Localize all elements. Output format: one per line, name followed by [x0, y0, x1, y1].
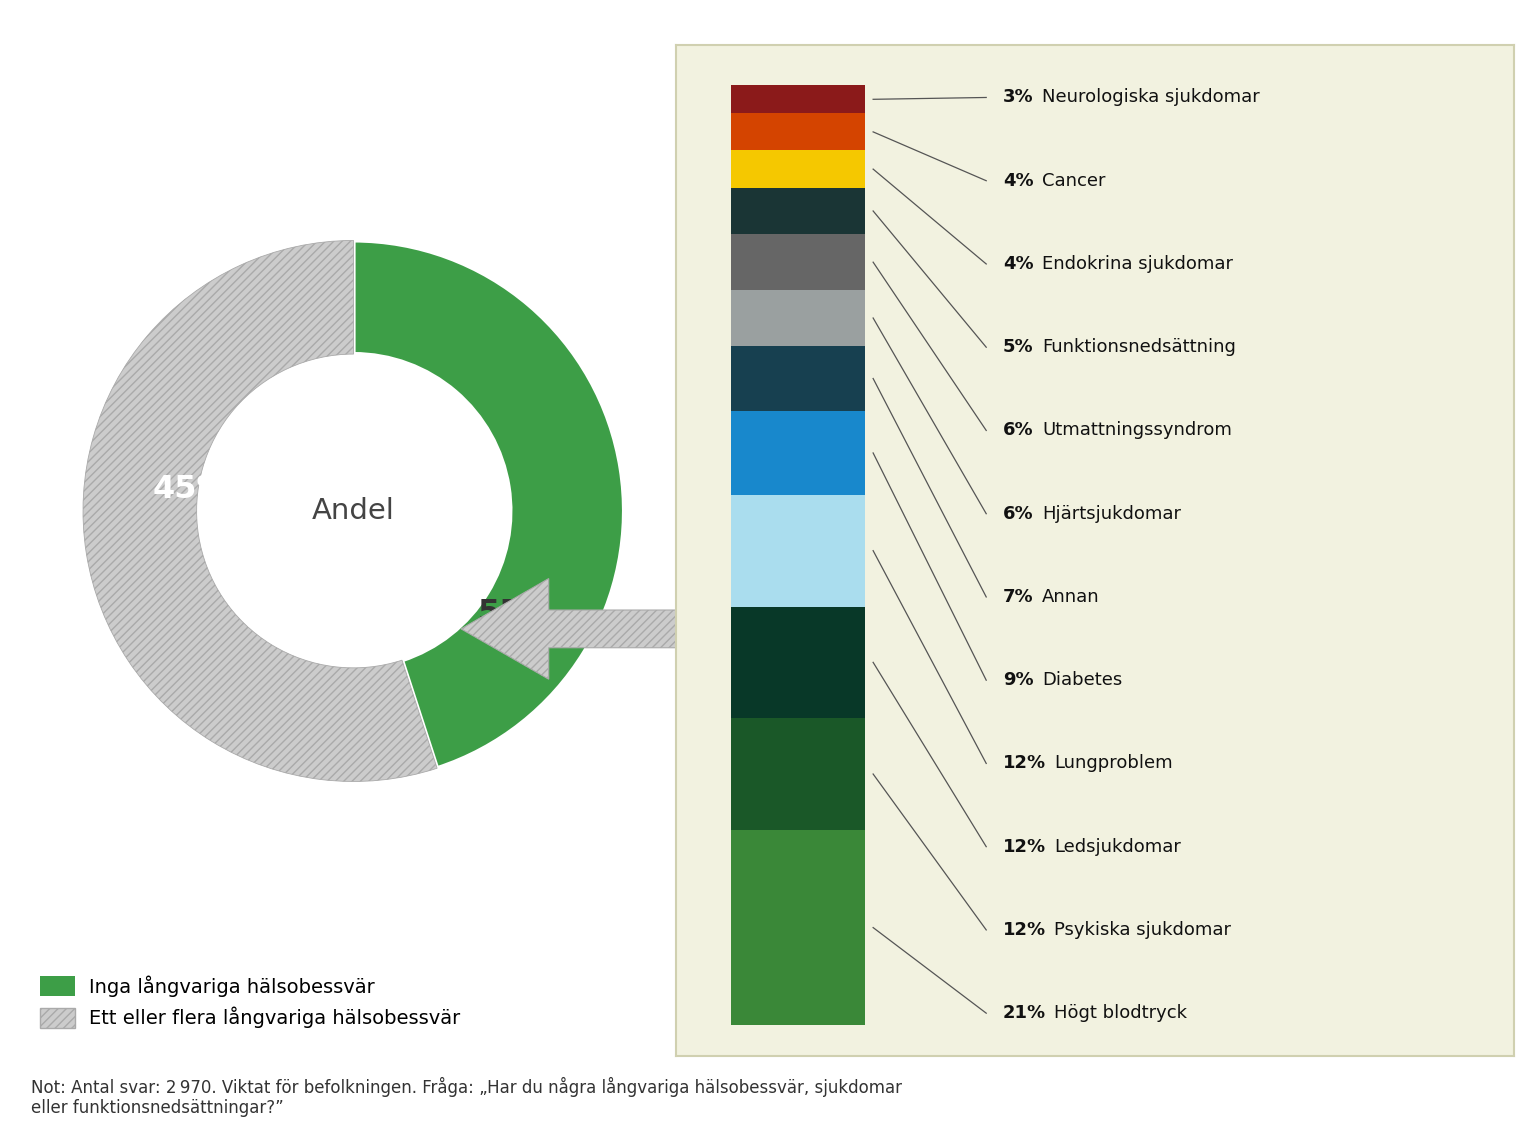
Bar [730, 188, 865, 235]
Wedge shape [354, 240, 624, 768]
Bar [730, 113, 865, 150]
Bar [730, 235, 865, 290]
Text: Utmattningssyndrom: Utmattningssyndrom [1042, 421, 1231, 439]
Bar [730, 719, 865, 830]
Legend: Inga långvariga hälsobessvär, Ett eller flera långvariga hälsobessvär: Inga långvariga hälsobessvär, Ett eller … [40, 976, 460, 1029]
Text: Endokrina sjukdomar: Endokrina sjukdomar [1042, 255, 1233, 273]
Bar [730, 150, 865, 188]
Text: Funktionsnedsättning: Funktionsnedsättning [1042, 338, 1236, 356]
Text: 45%: 45% [154, 474, 229, 505]
Bar [730, 495, 865, 606]
Text: 12%: 12% [1004, 921, 1047, 939]
Text: 55%: 55% [478, 599, 553, 629]
Text: Hjärtsjukdomar: Hjärtsjukdomar [1042, 504, 1180, 522]
Text: 21%: 21% [1004, 1004, 1047, 1022]
Bar [730, 346, 865, 411]
Text: 4%: 4% [1004, 172, 1033, 190]
Polygon shape [461, 578, 692, 679]
Bar [730, 85, 865, 113]
Text: Lungproblem: Lungproblem [1054, 755, 1173, 773]
Text: Ledsjukdomar: Ledsjukdomar [1054, 838, 1182, 856]
Text: Neurologiska sjukdomar: Neurologiska sjukdomar [1042, 89, 1260, 107]
Text: 5%: 5% [1004, 338, 1033, 356]
Text: 7%: 7% [1004, 588, 1033, 606]
Text: 12%: 12% [1004, 755, 1047, 773]
Text: 12%: 12% [1004, 838, 1047, 856]
Text: Cancer: Cancer [1042, 172, 1105, 190]
Text: Psykiska sjukdomar: Psykiska sjukdomar [1054, 921, 1231, 939]
Text: 4%: 4% [1004, 255, 1033, 273]
Wedge shape [83, 240, 437, 782]
Text: Diabetes: Diabetes [1042, 672, 1122, 690]
Bar [730, 411, 865, 495]
Text: Annan: Annan [1042, 588, 1099, 606]
Text: 6%: 6% [1004, 421, 1033, 439]
Bar [730, 606, 865, 719]
Text: Andel: Andel [312, 497, 395, 524]
Text: 3%: 3% [1004, 89, 1033, 107]
Bar [730, 830, 865, 1025]
Text: Not: Antal svar: 2 970. Viktat för befolkningen. Fråga: „Har du några långvariga: Not: Antal svar: 2 970. Viktat för befol… [31, 1077, 902, 1117]
Text: 9%: 9% [1004, 672, 1033, 690]
Text: Högt blodtryck: Högt blodtryck [1054, 1004, 1188, 1022]
Text: 6%: 6% [1004, 504, 1033, 522]
Bar [730, 290, 865, 346]
